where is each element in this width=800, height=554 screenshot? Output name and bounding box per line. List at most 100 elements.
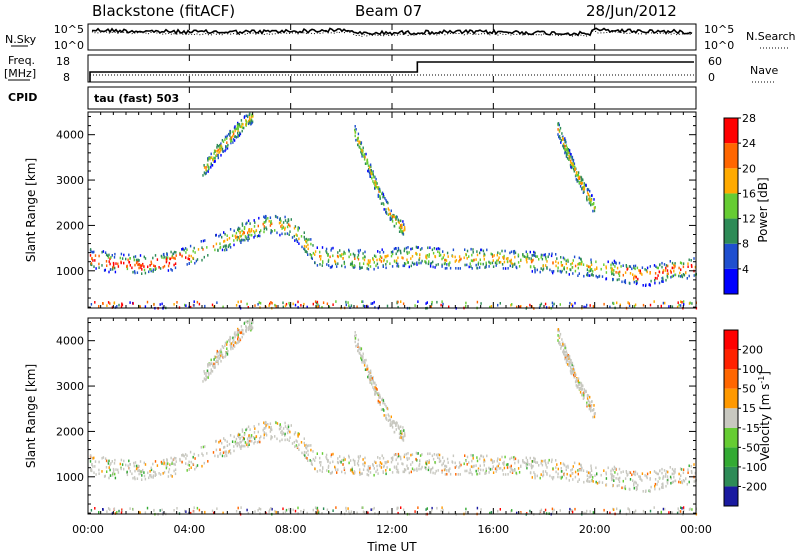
power-point <box>304 250 307 253</box>
velocity-point <box>117 471 120 474</box>
velocity-point <box>668 511 670 514</box>
power-point <box>678 274 680 278</box>
power-point <box>403 223 405 226</box>
velocity-point <box>112 471 114 475</box>
power-point <box>427 246 429 250</box>
power-point <box>389 218 392 221</box>
power-point <box>577 171 580 174</box>
velocity-point <box>642 490 644 493</box>
velocity-point <box>455 473 457 476</box>
velocity-point <box>319 456 321 460</box>
power-point <box>332 254 334 258</box>
velocity-point <box>494 467 497 471</box>
velocity-point <box>475 464 477 467</box>
power-point <box>639 271 641 274</box>
power-point <box>270 221 272 225</box>
velocity-point <box>217 359 219 363</box>
power-point <box>375 181 377 184</box>
velocity-point <box>503 460 505 464</box>
velocity-point <box>133 461 135 465</box>
power-point <box>208 167 210 171</box>
power-point <box>332 303 334 306</box>
velocity-point <box>596 472 598 475</box>
velocity-colorbar-swatch <box>724 349 738 370</box>
power-point <box>512 263 514 267</box>
power-point <box>257 303 259 306</box>
power-point <box>233 243 235 247</box>
velocity-point <box>666 479 669 482</box>
power-point <box>239 235 241 238</box>
power-point <box>279 221 281 224</box>
velocity-point <box>132 476 134 480</box>
power-point <box>229 131 231 134</box>
velocity-point <box>514 457 517 461</box>
velocity-point <box>243 432 246 435</box>
power-point <box>476 253 479 257</box>
velocity-point <box>237 435 240 439</box>
velocity-point <box>631 473 633 477</box>
power-point <box>442 256 444 259</box>
power-point <box>578 177 581 180</box>
velocity-point <box>339 455 341 458</box>
velocity-point <box>109 508 111 511</box>
power-point <box>555 260 557 263</box>
velocity-point <box>603 469 605 472</box>
velocity-point <box>416 467 418 471</box>
power-point <box>287 218 290 221</box>
velocity-point <box>270 425 272 429</box>
power-point <box>668 305 670 308</box>
velocity-point <box>578 478 580 481</box>
velocity-point <box>101 470 103 473</box>
velocity-point <box>123 459 125 463</box>
velocity-point <box>184 509 186 513</box>
power-point <box>565 262 567 266</box>
power-point <box>120 252 123 256</box>
power-point <box>465 305 467 308</box>
velocity-point <box>300 441 303 444</box>
power-point <box>611 272 613 276</box>
power-point <box>315 301 318 305</box>
velocity-point <box>233 338 235 342</box>
velocity-point <box>364 511 366 514</box>
power-point <box>361 152 363 156</box>
velocity-point <box>593 412 596 416</box>
power-point <box>644 284 647 287</box>
velocity-point <box>595 466 597 470</box>
velocity-point <box>360 472 362 476</box>
velocity-point <box>316 470 319 473</box>
velocity-colorbar-label: Velocity [m s-1] <box>757 371 772 461</box>
power-point <box>282 301 284 305</box>
velocity-point <box>307 449 309 453</box>
power-point <box>522 254 524 258</box>
velocity-point <box>368 376 370 379</box>
velocity-colorbar-frame <box>723 329 739 507</box>
velocity-point <box>574 371 576 375</box>
velocity-point <box>517 467 520 470</box>
power-point <box>533 253 535 257</box>
power-point <box>120 261 122 265</box>
power-point <box>335 300 337 303</box>
power-point <box>173 250 176 254</box>
velocity-point <box>658 476 660 480</box>
power-point <box>348 304 350 307</box>
velocity-point <box>557 334 559 337</box>
power-point <box>592 305 595 308</box>
power-point <box>223 231 225 234</box>
velocity-point <box>170 474 172 477</box>
velocity-point <box>219 452 221 456</box>
power-point <box>358 140 361 144</box>
power-point <box>660 304 662 308</box>
velocity-point <box>556 463 558 466</box>
power-point <box>240 241 242 244</box>
power-point <box>95 267 97 270</box>
power-point <box>397 262 399 266</box>
velocity-point <box>108 466 110 469</box>
velocity-point <box>480 508 482 511</box>
velocity-point <box>633 482 635 485</box>
power-point <box>639 269 641 273</box>
power-point <box>343 260 345 264</box>
velocity-point <box>437 456 439 459</box>
velocity-point <box>374 385 376 389</box>
velocity-point <box>586 477 589 481</box>
power-point <box>110 256 112 259</box>
